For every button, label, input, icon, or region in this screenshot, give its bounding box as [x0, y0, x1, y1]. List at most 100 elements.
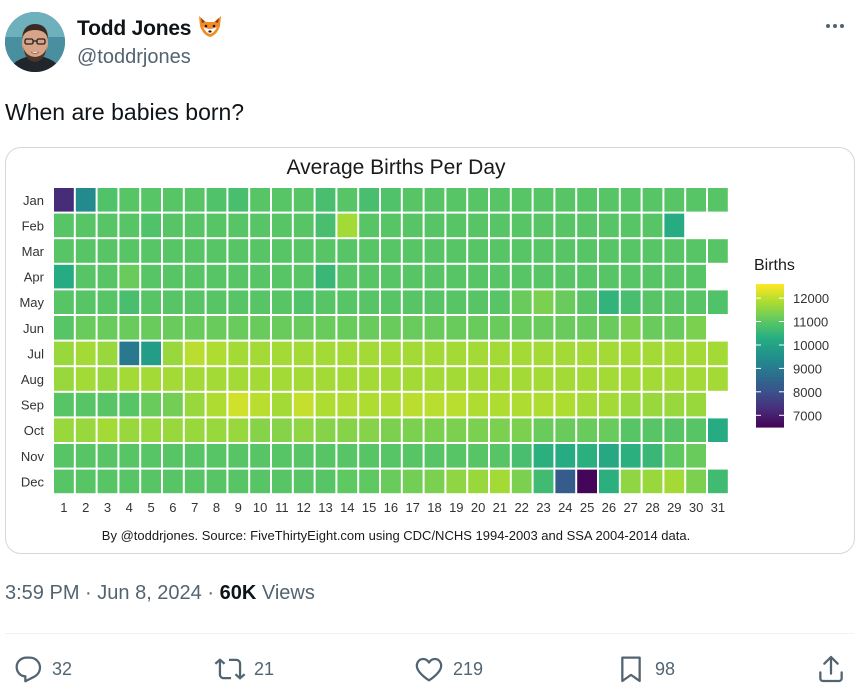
legend-gradient-band: [756, 295, 784, 299]
heatmap-cell-aug-14: [337, 367, 358, 391]
legend-gradient-band: [756, 303, 784, 307]
heatmap-cell-apr-16: [381, 264, 401, 289]
heatmap-cell-sep-15: [359, 392, 379, 417]
heatmap-cell-oct-3: [97, 418, 118, 442]
author-handle[interactable]: @toddrjones: [77, 46, 191, 68]
legend-gradient-band: [756, 293, 784, 297]
chart-title: Average Births Per Day: [286, 156, 506, 179]
heatmap-cell-jun-9: [228, 316, 249, 340]
bookmark-button[interactable]: 98: [615, 652, 675, 686]
heatmap-cell-mar-12: [293, 239, 314, 263]
legend-tick-label: 11000: [793, 315, 828, 330]
legend-gradient-band: [756, 353, 784, 357]
x-tick-label: 5: [147, 500, 154, 515]
chart-card[interactable]: Average Births Per Day Jan Feb Mar Apr May Ju…: [5, 147, 855, 554]
heatmap-cell-aug-17: [402, 367, 423, 391]
legend-gradient-band: [756, 403, 784, 407]
x-tick-label: 9: [235, 500, 242, 515]
author-name[interactable]: Todd Jones: [77, 14, 223, 44]
heatmap-cell-nov-8: [206, 444, 227, 468]
heatmap-cell-jul-28: [642, 341, 663, 366]
heart-icon: [415, 657, 443, 682]
share-button[interactable]: [815, 652, 855, 686]
heatmap-cell-jan-17: [402, 188, 423, 212]
heatmap-cell-jul-23: [533, 341, 554, 366]
heatmap-cell-mar-19: [446, 239, 467, 263]
heatmap-cell-nov-10: [250, 444, 270, 468]
reply-button[interactable]: 32: [12, 652, 72, 686]
heatmap-cell-dec-25: [577, 469, 597, 494]
heatmap-cell-dec-24: [555, 469, 576, 494]
heatmap-cell-jan-4: [119, 188, 140, 212]
author-name-text[interactable]: Todd Jones: [77, 17, 192, 40]
y-tick-label: Sep: [21, 398, 44, 413]
heatmap-cell-feb-28: [642, 213, 663, 238]
heatmap-cell-mar-16: [381, 239, 401, 263]
tweet-date[interactable]: Jun 8, 2024: [97, 582, 202, 604]
like-button[interactable]: 219: [413, 652, 483, 686]
heatmap-cell-oct-26: [599, 418, 619, 442]
legend-gradient-band: [756, 422, 784, 426]
more-options-button[interactable]: [821, 12, 849, 40]
heatmap-cell-may-21: [490, 290, 510, 314]
heatmap-cell-jul-3: [97, 341, 118, 366]
heatmap-cell-sep-26: [599, 392, 619, 417]
heatmap-cell-jan-9: [228, 188, 249, 212]
legend-gradient-band: [756, 348, 784, 352]
heatmap-cell-oct-14: [337, 418, 358, 442]
heatmap-cell-sep-6: [163, 392, 183, 417]
reply-count: 32: [52, 658, 73, 679]
legend-gradient-band: [756, 365, 784, 369]
heatmap-cell-nov-30: [686, 444, 706, 468]
heatmap-cell-may-20: [468, 290, 488, 314]
legend-gradient-band: [756, 374, 784, 378]
avatar[interactable]: [5, 12, 65, 72]
heatmap-cell-jul-18: [424, 341, 445, 366]
heatmap-cell-sep-12: [293, 392, 314, 417]
heatmap-cell-aug-7: [184, 367, 205, 391]
heatmap-cell-jan-14: [337, 188, 358, 212]
heatmap-cell-apr-27: [620, 264, 641, 289]
legend-gradient-band: [756, 372, 784, 376]
heatmap-cell-jun-16: [381, 316, 401, 340]
heatmap-cell-may-25: [577, 290, 597, 314]
heatmap-cell-nov-13: [315, 444, 336, 468]
heatmap-cell-apr-9: [228, 264, 249, 289]
x-tick-label: 29: [667, 500, 681, 515]
more-icon[interactable]: [821, 12, 849, 40]
x-tick-label: 19: [449, 500, 463, 515]
x-tick-label: 21: [493, 500, 507, 515]
heatmap-cell-apr-23: [533, 264, 554, 289]
legend-gradient-band: [756, 319, 784, 323]
x-tick-label: 25: [580, 500, 594, 515]
heatmap-cell-dec-20: [468, 469, 488, 494]
heatmap-cell-jan-16: [381, 188, 401, 212]
heatmap-cell-nov-23: [533, 444, 554, 468]
x-tick-label: 3: [104, 500, 111, 515]
heatmap-cell-jan-23: [533, 188, 554, 212]
heatmap-cell-dec-30: [686, 469, 706, 494]
heatmap-cell-aug-10: [250, 367, 270, 391]
heatmap-cell-aug-13: [315, 367, 336, 391]
x-tick-label: 20: [471, 500, 485, 515]
legend-gradient-band: [756, 329, 784, 333]
heatmap-cell-jan-30: [686, 188, 706, 212]
heatmap-cell-oct-2: [75, 418, 96, 442]
heatmap-cell-oct-24: [555, 418, 576, 442]
legend-gradient-band: [756, 305, 784, 309]
repost-button[interactable]: 21: [214, 652, 274, 686]
legend-gradient-band: [756, 288, 784, 292]
heatmap-cell-jun-21: [490, 316, 510, 340]
heatmap-cell-dec-26: [599, 469, 619, 494]
heatmap-cell-mar-14: [337, 239, 358, 263]
heatmap-cell-nov-15: [359, 444, 379, 468]
legend-gradient-band: [756, 314, 784, 318]
heatmap-cell-jun-4: [119, 316, 140, 340]
heatmap-cell-mar-31: [708, 239, 728, 263]
heatmap-cell-aug-22: [511, 367, 532, 391]
x-tick-label: 16: [384, 500, 398, 515]
heatmap-cell-jun-26: [599, 316, 619, 340]
heatmap-cell-feb-13: [315, 213, 336, 238]
legend-gradient-band: [756, 284, 784, 287]
tweet-time[interactable]: 3:59 PM: [5, 582, 80, 604]
